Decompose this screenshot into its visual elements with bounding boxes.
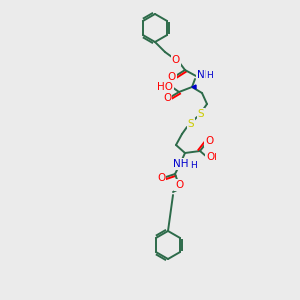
Text: H: H <box>190 160 197 169</box>
Text: O: O <box>168 72 176 82</box>
Text: HO: HO <box>157 82 173 92</box>
Text: S: S <box>198 109 204 119</box>
Text: O: O <box>206 152 214 162</box>
Text: NH: NH <box>173 159 189 169</box>
Text: H: H <box>206 70 213 80</box>
Polygon shape <box>192 85 196 89</box>
Text: NH: NH <box>197 70 212 80</box>
Text: O: O <box>172 55 180 65</box>
Text: S: S <box>188 119 194 129</box>
Text: O: O <box>163 93 171 103</box>
Text: O: O <box>175 180 183 190</box>
Text: H: H <box>209 152 216 161</box>
Text: O: O <box>205 136 213 146</box>
Text: O: O <box>157 173 165 183</box>
